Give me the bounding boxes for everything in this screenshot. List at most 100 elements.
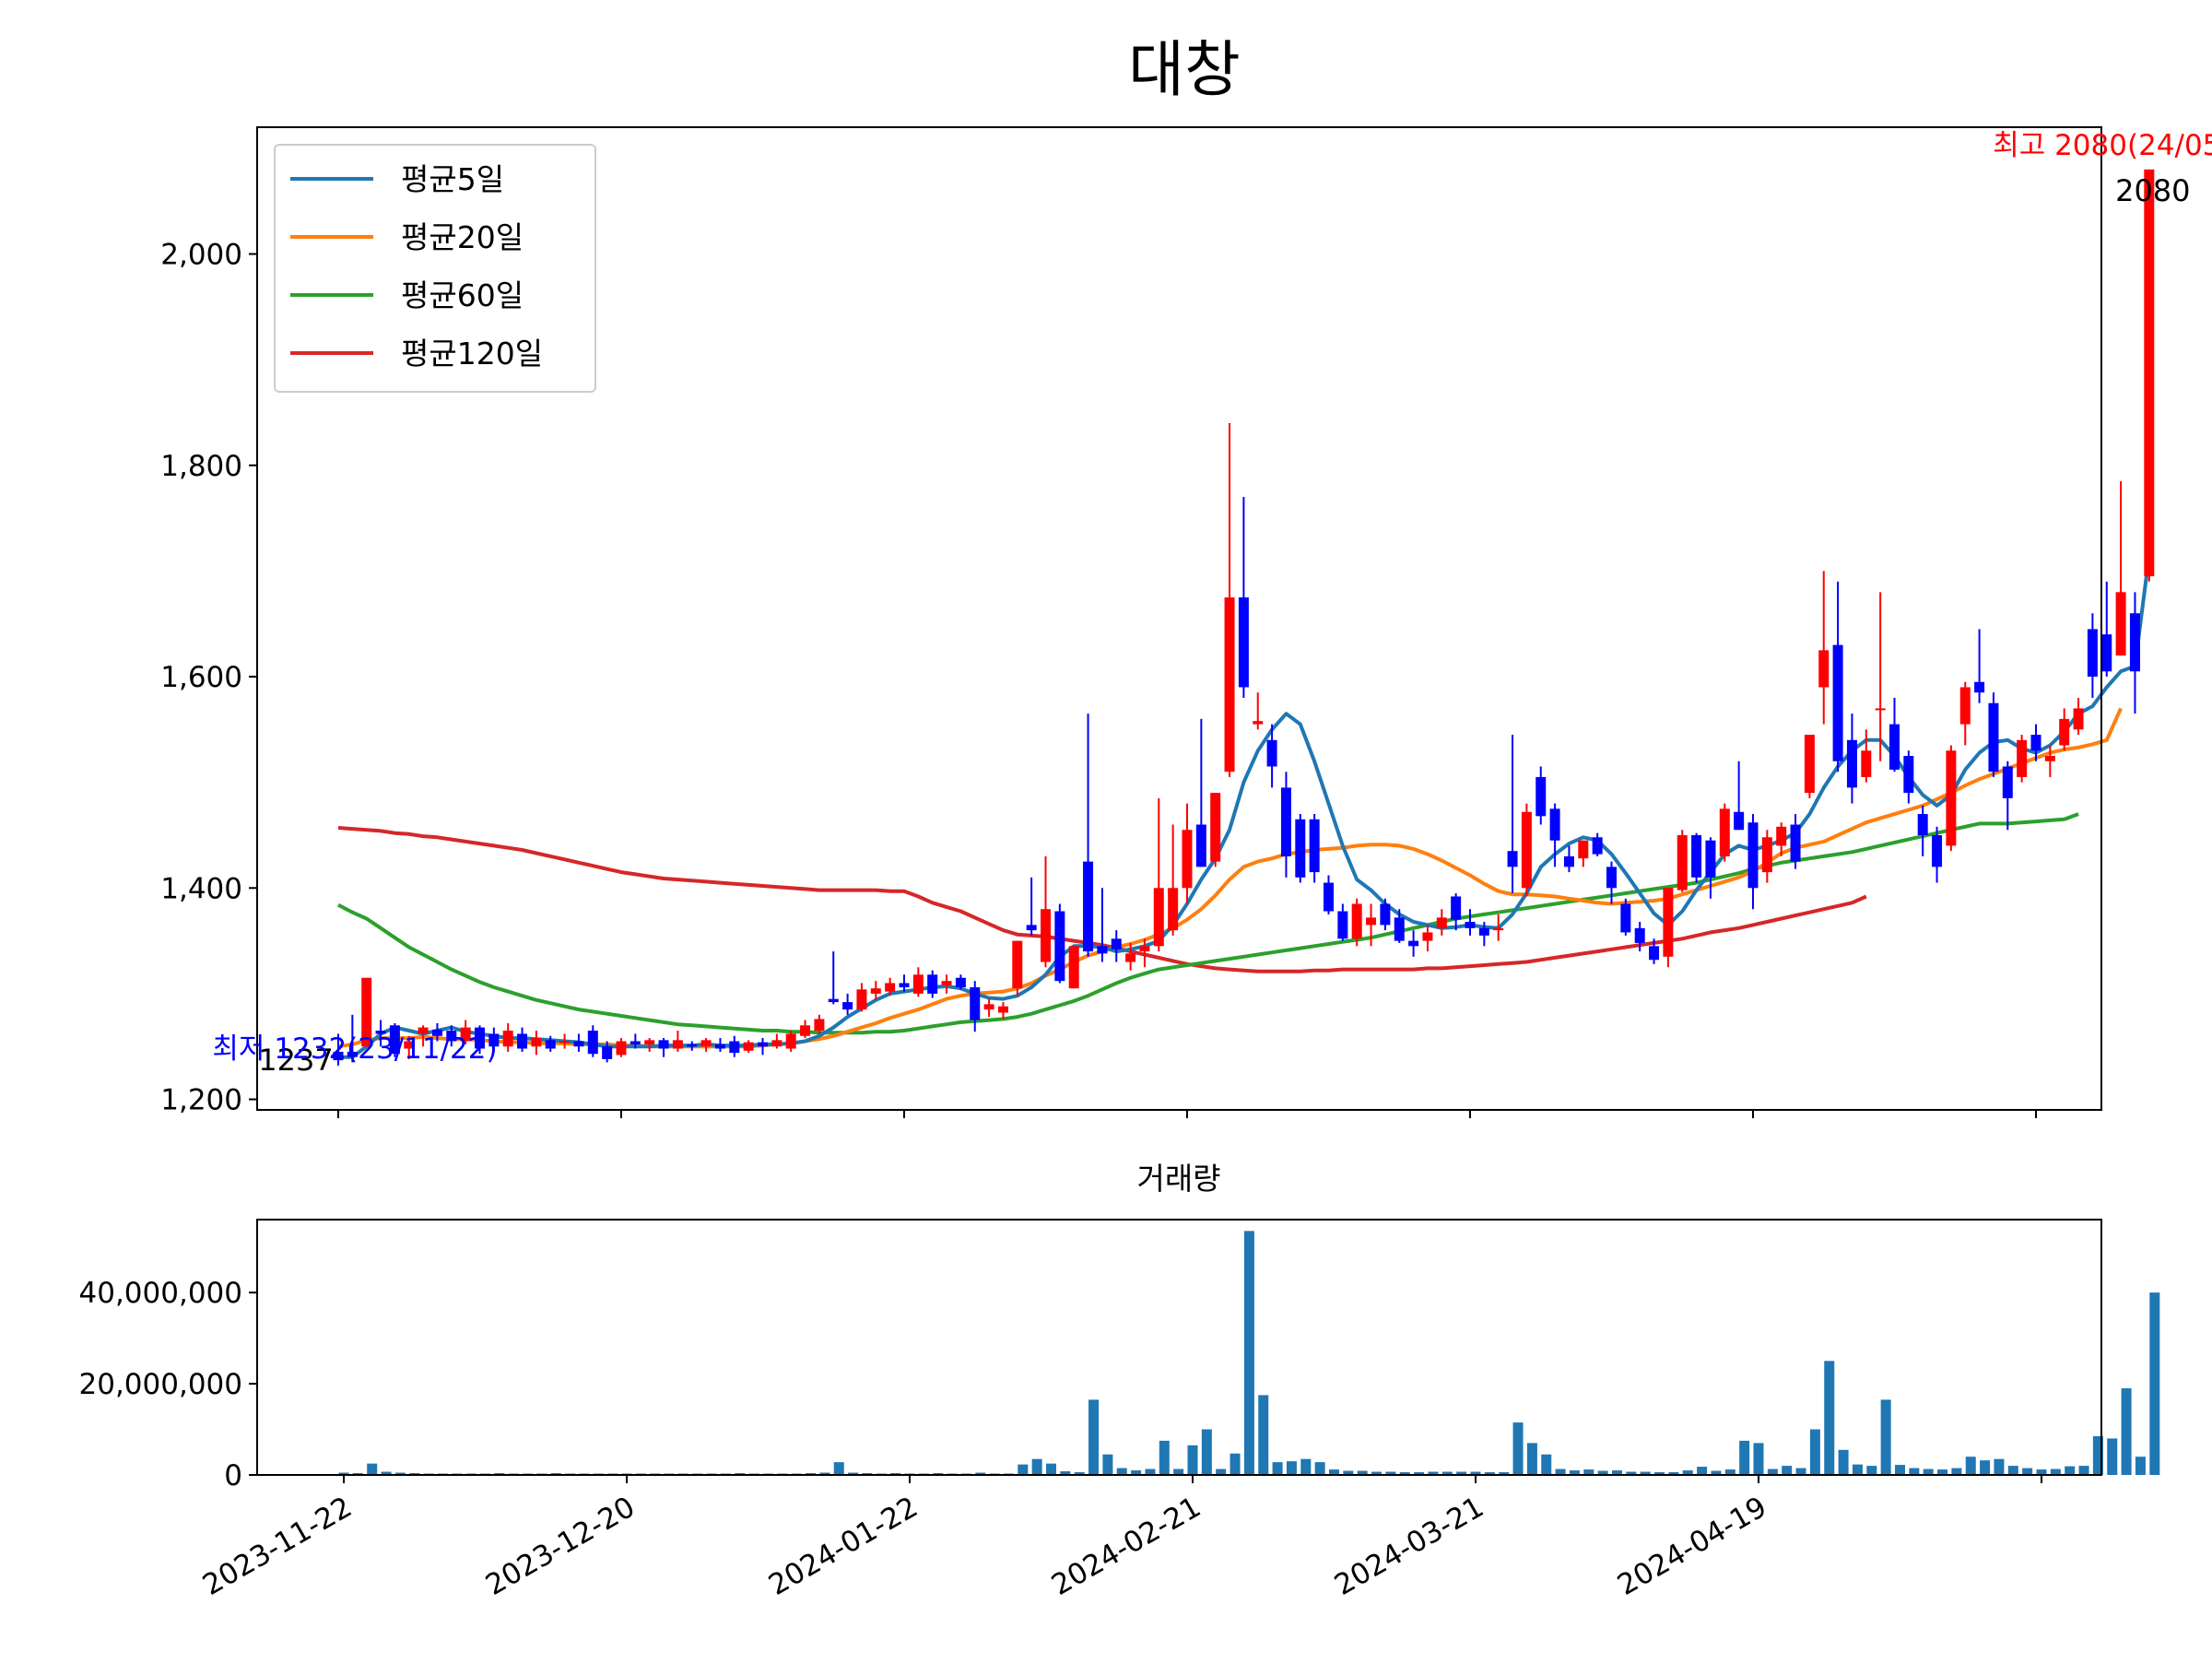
candle-body (1054, 911, 1065, 982)
volume-bar (1173, 1468, 1184, 1475)
candle-body (970, 987, 981, 1020)
candle-body (431, 1029, 442, 1036)
volume-bar (2149, 1292, 2160, 1475)
candle-body (1478, 927, 1489, 936)
candle-body (1861, 750, 1872, 777)
candle-body (573, 1041, 584, 1047)
candle-body (1153, 888, 1164, 947)
volume-bar (848, 1472, 859, 1475)
volume-bar (1441, 1471, 1453, 1475)
candle-body (1182, 830, 1193, 889)
price-ytick-label: 1,800 (160, 450, 242, 483)
candle-body (1578, 840, 1589, 859)
legend-entry-ma60: 평균60일 (290, 277, 524, 313)
candle-body (602, 1046, 613, 1059)
candlestick-series (333, 169, 2155, 1066)
volume-ytick-label: 0 (224, 1459, 242, 1492)
volume-bar (1724, 1469, 1735, 1475)
volume-bar (1880, 1399, 1891, 1475)
candle-body (418, 1027, 429, 1034)
volume-bar (1654, 1472, 1665, 1475)
candle-body (1366, 917, 1377, 926)
candle-body (1026, 925, 1037, 931)
candle-body (870, 988, 881, 994)
candle-body (1041, 909, 1051, 962)
candle-body (531, 1038, 542, 1047)
volume-bar (1597, 1470, 1608, 1475)
candle-body (1195, 824, 1206, 867)
candle-body (389, 1025, 400, 1055)
legend-label-ma120: 평균120일 (401, 336, 543, 372)
volume-bar (1329, 1469, 1339, 1475)
candle-body (927, 974, 938, 994)
volume-bar (2078, 1466, 2089, 1475)
volume-ytick-label: 20,000,000 (79, 1368, 243, 1401)
volume-bar (1739, 1440, 1750, 1475)
volume-bar (338, 1472, 349, 1475)
volume-bar (819, 1472, 830, 1475)
volume-bar (1286, 1461, 1297, 1475)
candle-body (1422, 932, 1433, 941)
candle-body (2017, 739, 2028, 777)
candle-body (1747, 822, 1759, 889)
volume-bar (2092, 1435, 2103, 1475)
volume-bar (2022, 1468, 2033, 1475)
candle-body (955, 977, 966, 988)
candle-body (1776, 826, 1787, 846)
volume-bar (1371, 1471, 1382, 1475)
volume-bar (1414, 1472, 1425, 1475)
volume-bar (1074, 1472, 1085, 1475)
volume-bar (1116, 1468, 1127, 1475)
candle-body (785, 1033, 796, 1049)
candle-body (1790, 824, 1801, 862)
candle-body (488, 1033, 500, 1047)
candle-body (1068, 946, 1079, 989)
price-ytick-label: 1,200 (160, 1084, 242, 1117)
volume-bar (1272, 1462, 1283, 1475)
candle-body (616, 1041, 627, 1056)
volume-bar (1314, 1462, 1325, 1475)
volume-bar (367, 1463, 378, 1475)
candle-body (758, 1042, 768, 1047)
candle-body (771, 1040, 782, 1047)
legend-entry-ma120: 평균120일 (290, 336, 543, 372)
candle-body (2030, 735, 2041, 751)
candle-body (1535, 776, 1547, 817)
volume-bar (1060, 1471, 1071, 1475)
volume-bar (1357, 1470, 1368, 1475)
candle-body (1280, 787, 1291, 856)
candle-body (1097, 946, 1108, 954)
candle-body (644, 1040, 655, 1044)
chart-title: 대창 (1128, 34, 1240, 105)
volume-bar (1018, 1464, 1029, 1475)
candle-body (545, 1040, 556, 1049)
candle-body (1959, 687, 1971, 725)
candle-body (2144, 169, 2155, 577)
candle-body (1903, 756, 1914, 794)
volume-bar (1612, 1470, 1622, 1475)
candle-body (1168, 888, 1179, 931)
volume-bar (1512, 1422, 1524, 1475)
volume-bar (975, 1472, 986, 1475)
candle-body (1677, 834, 1688, 890)
candle-body (1436, 917, 1447, 928)
price-y-axis: 1,200 1,400 1,600 1,800 2,000 (160, 239, 257, 1117)
candle-body (2101, 634, 2112, 672)
legend-entry-ma5: 평균5일 (290, 161, 504, 197)
volume-bar (1145, 1468, 1156, 1475)
candle-body (559, 1041, 571, 1044)
volume-bar (1895, 1465, 1905, 1475)
candle-body (1832, 644, 1843, 761)
volume-y-axis: 0 20,000,000 40,000,000 (79, 1277, 257, 1492)
candle-body (502, 1031, 513, 1047)
candle-body (2073, 708, 2084, 730)
volume-bar (1640, 1471, 1651, 1475)
candle-body (997, 1006, 1008, 1013)
volume-bar (2135, 1457, 2146, 1475)
candle-body (1111, 938, 1122, 949)
volume-bar (1131, 1470, 1142, 1475)
candle-body (729, 1041, 740, 1054)
price-x-ticks (337, 1110, 2037, 1118)
candle-body (446, 1031, 457, 1042)
